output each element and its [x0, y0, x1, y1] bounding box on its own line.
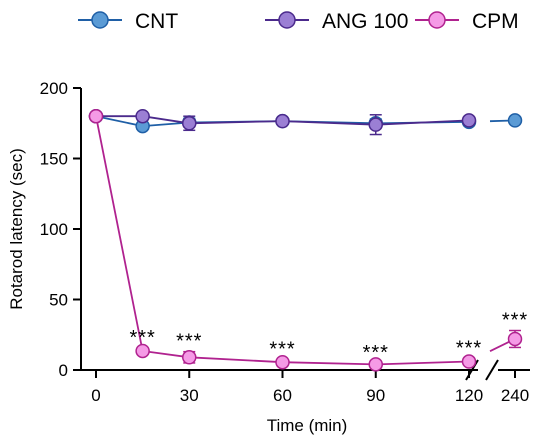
data-point [507, 331, 523, 347]
data-point [368, 117, 383, 132]
significance-label: *** [363, 342, 389, 364]
x-tick-label: 90 [366, 386, 385, 405]
legend-label-cnt: CNT [135, 10, 178, 33]
data-point [275, 354, 290, 370]
data-point [88, 108, 104, 124]
x-tick-label: 240 [501, 386, 529, 405]
plot-area [88, 108, 523, 372]
data-point [461, 113, 477, 128]
legend-label-ang100: ANG 100 [322, 10, 408, 33]
significance-label: *** [502, 310, 528, 332]
significance-label: *** [129, 327, 155, 349]
significance-annotations: *** *** *** *** *** *** [129, 310, 528, 364]
series-cpm [88, 108, 523, 372]
data-point [135, 343, 150, 359]
data-point [368, 357, 383, 372]
axis-break-mark-right [485, 359, 499, 381]
data-point [275, 113, 290, 129]
data-point [182, 350, 197, 365]
significance-label: *** [456, 338, 482, 360]
y-tick-label: 100 [40, 220, 68, 239]
y-ticks: 0 50 100 150 200 [40, 79, 81, 380]
series-line [95, 116, 470, 366]
y-tick-label: 200 [40, 79, 68, 98]
data-point [507, 113, 523, 128]
x-axis-title: Time (min) [267, 416, 348, 435]
y-tick-label: 0 [59, 361, 68, 380]
data-point [135, 108, 150, 124]
legend-marker-cpm [428, 11, 446, 29]
series-line [96, 115, 470, 126]
x-tick-label: 120 [455, 386, 483, 405]
x-tick-label: 30 [180, 386, 199, 405]
y-axis-title: Rotarod latency (sec) [7, 148, 26, 310]
x-tick-label: 0 [91, 386, 100, 405]
legend: CNT ANG 100 CPM [78, 10, 519, 33]
y-tick-label: 50 [49, 291, 68, 310]
y-tick-label: 150 [40, 150, 68, 169]
legend-marker-cnt [91, 11, 109, 29]
x-ticks: 0 30 60 90 120 240 [91, 370, 529, 405]
legend-marker-ang100 [278, 11, 296, 29]
x-tick-label: 60 [273, 386, 292, 405]
significance-label: *** [269, 338, 295, 360]
legend-label-cpm: CPM [472, 10, 519, 33]
data-point [461, 354, 477, 369]
data-point [182, 116, 197, 131]
significance-label: *** [176, 331, 202, 353]
